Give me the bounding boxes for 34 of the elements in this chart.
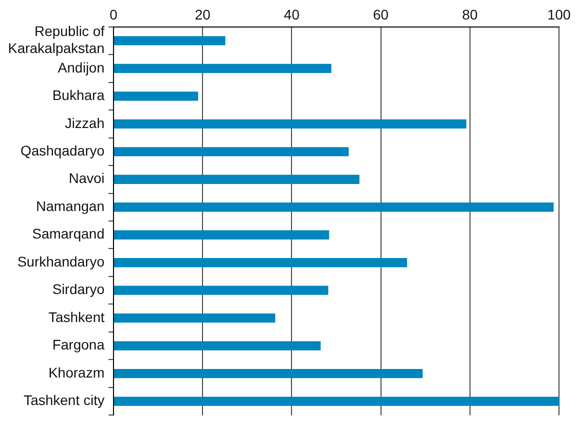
bar bbox=[114, 202, 554, 212]
y-tick-label: Tashkent bbox=[48, 308, 105, 325]
x-tick-label: 0 bbox=[110, 6, 118, 22]
bar bbox=[114, 36, 226, 46]
bar bbox=[114, 369, 423, 378]
y-tick-label: Samarqand bbox=[32, 226, 105, 242]
y-tick-label: Republic of Karakalpakstan bbox=[8, 23, 105, 56]
bar bbox=[114, 341, 321, 350]
x-tick-label: 60 bbox=[373, 6, 389, 22]
bar bbox=[114, 174, 360, 184]
bar bbox=[114, 396, 559, 406]
bar bbox=[114, 119, 466, 128]
y-tick-label: Surkhandaryo bbox=[17, 253, 105, 270]
y-tick-label: Fargona bbox=[52, 336, 105, 353]
y-tick-label: Khorazm bbox=[48, 364, 105, 380]
y-tick-label: Sirdaryo bbox=[52, 281, 105, 298]
bar bbox=[114, 286, 328, 295]
bar bbox=[114, 147, 349, 156]
x-tick-label: 40 bbox=[284, 6, 300, 22]
bar bbox=[114, 64, 332, 73]
x-tick-label: 80 bbox=[462, 6, 478, 22]
x-tick-label: 100 bbox=[547, 6, 571, 22]
y-tick-label: Qashqadaryo bbox=[20, 142, 105, 158]
x-tick-label: 20 bbox=[194, 6, 211, 22]
y-tick-label: Bukhara bbox=[52, 87, 105, 104]
y-tick-label: Navoi bbox=[68, 170, 105, 186]
bar bbox=[114, 258, 408, 268]
bar bbox=[114, 314, 276, 323]
y-tick-label: Andijon bbox=[58, 59, 105, 76]
bar bbox=[114, 230, 330, 240]
bar bbox=[114, 92, 198, 101]
y-tick-label: Namangan bbox=[36, 198, 105, 214]
y-tick-label: Tashkent city bbox=[24, 392, 105, 408]
y-tick-label: Jizzah bbox=[64, 114, 105, 131]
